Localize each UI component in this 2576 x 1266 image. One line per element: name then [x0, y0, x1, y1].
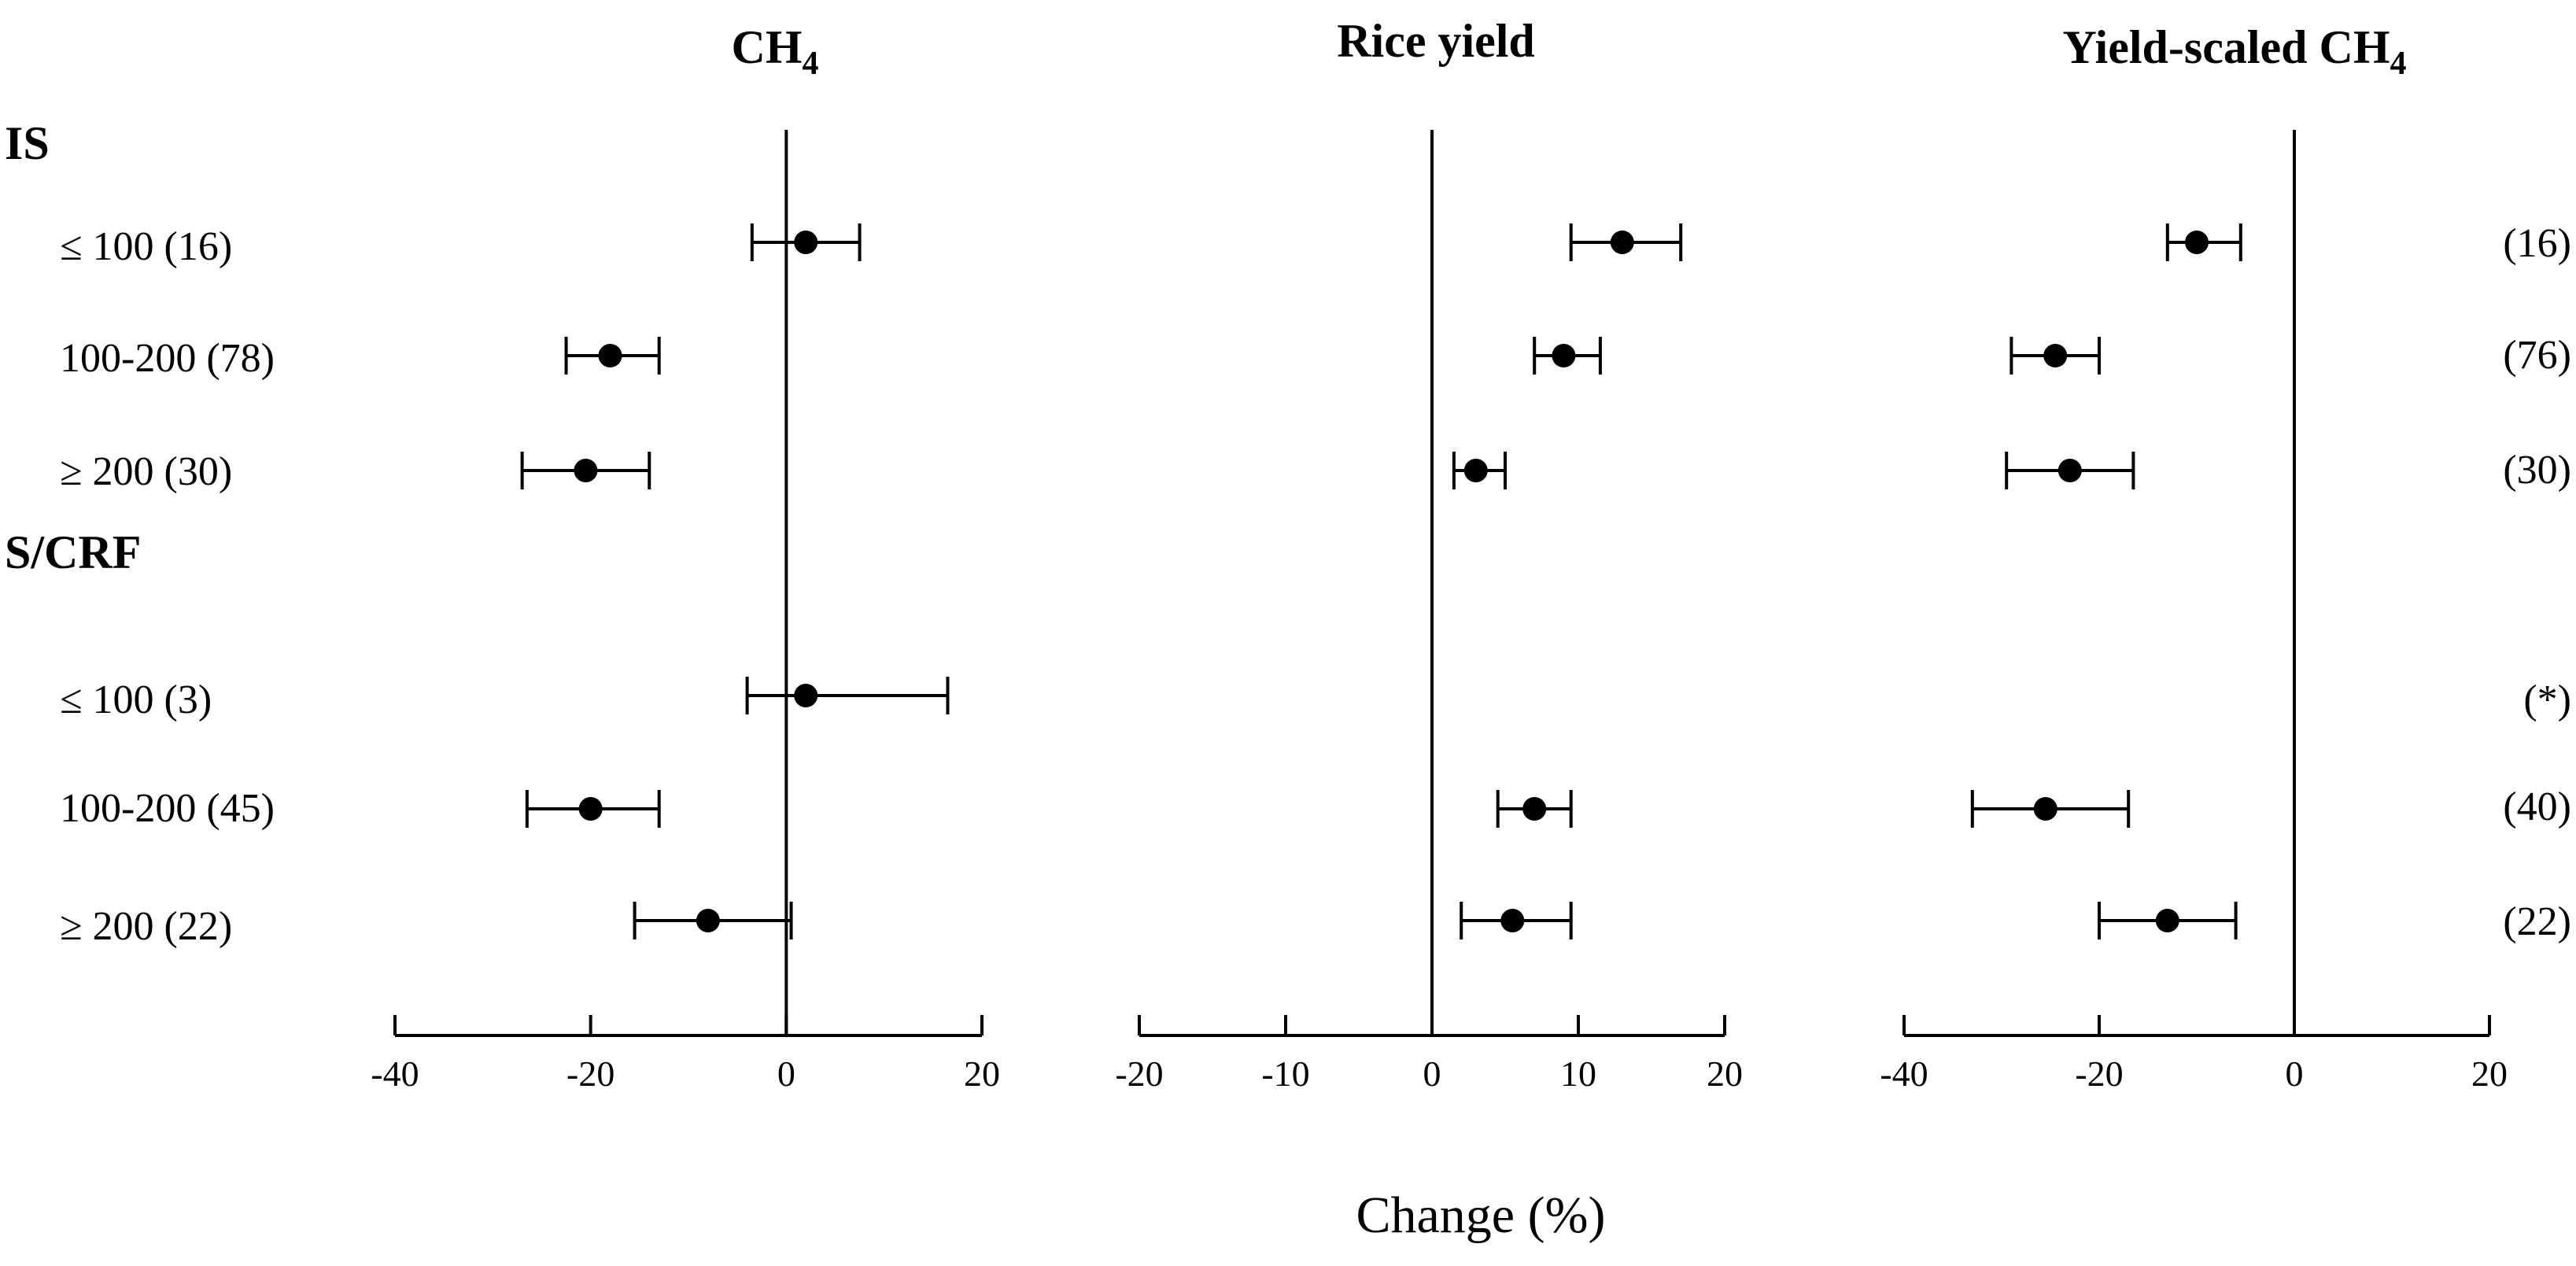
x-tick-label: 20	[2471, 1054, 2508, 1094]
x-tick-label: -40	[371, 1054, 419, 1094]
x-tick-label: -10	[1261, 1054, 1309, 1094]
panel-title-yield-scaled-ch4: Yield-scaled CH4	[2062, 21, 2406, 82]
count-label: (16)	[2503, 221, 2571, 266]
count-label: (40)	[2503, 784, 2571, 829]
count-label: (*)	[2523, 677, 2571, 722]
estimate-point	[1522, 797, 1547, 821]
estimate-point	[1610, 231, 1634, 254]
x-tick-label: 0	[2286, 1054, 2304, 1094]
group-label-s-crf: S/CRF	[5, 526, 141, 578]
x-tick-label: 20	[964, 1054, 1000, 1094]
row-label: ≥ 200 (30)	[60, 449, 232, 494]
row-label: ≤ 100 (3)	[60, 677, 212, 722]
count-label: (30)	[2503, 448, 2571, 493]
count-label: (22)	[2503, 899, 2571, 944]
x-tick-label: -40	[1880, 1054, 1928, 1094]
estimate-point	[2033, 797, 2057, 821]
estimate-point	[2155, 909, 2179, 932]
estimate-point	[1463, 459, 1488, 482]
estimate-point	[598, 344, 622, 367]
estimate-point	[1500, 909, 1525, 932]
estimate-point	[574, 459, 598, 482]
row-label: ≤ 100 (16)	[60, 224, 232, 269]
x-tick-label: 0	[1423, 1054, 1441, 1094]
estimate-point	[2185, 231, 2209, 254]
x-tick-label: 20	[1707, 1054, 1743, 1094]
estimate-point	[2057, 459, 2082, 482]
chart-marks: -40 -20 0 20 -20 -10 0 10 20 -40 -20 0 20	[371, 130, 2508, 1094]
x-tick-label: 0	[777, 1054, 795, 1094]
group-label-is: IS	[5, 117, 50, 169]
x-tick-label: -20	[566, 1054, 614, 1094]
count-label: (76)	[2503, 333, 2571, 378]
row-label: ≥ 200 (22)	[60, 904, 232, 949]
row-label: 100-200 (78)	[60, 336, 275, 381]
panel-title-rice-yield: Rice yield	[1337, 15, 1535, 67]
estimate-point	[794, 231, 818, 254]
row-label: 100-200 (45)	[60, 786, 275, 831]
estimate-point	[794, 684, 818, 707]
panel-title-ch4: CH4	[732, 21, 819, 82]
estimate-point	[578, 797, 603, 821]
x-tick-label: -20	[2075, 1054, 2123, 1094]
estimate-point	[1552, 344, 1576, 367]
estimate-point	[2043, 344, 2068, 367]
x-tick-label: -20	[1115, 1054, 1163, 1094]
estimate-point	[696, 909, 720, 932]
x-tick-label: 10	[1560, 1054, 1596, 1094]
x-axis-label: Change (%)	[1356, 1187, 1605, 1244]
